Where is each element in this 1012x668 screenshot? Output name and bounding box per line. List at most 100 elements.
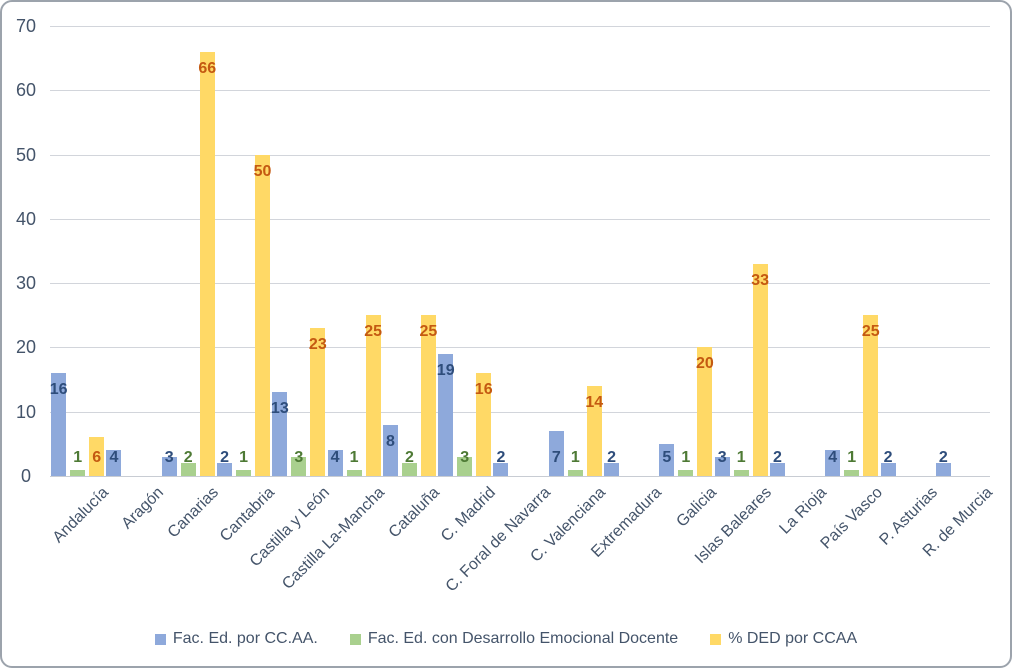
bar-slot: 1 [236,26,252,476]
bar-slot [144,26,159,476]
bar-data-label: 4 [109,449,119,466]
gridline [50,411,990,413]
bar-slot: 1 [733,26,749,476]
bar [310,328,326,476]
bar-data-label: 20 [695,355,714,373]
bar-group: 2 [769,26,824,476]
bar-slot: 1 [844,26,860,476]
y-axis-tick-label: 50 [15,144,37,165]
legend-label: % DED por CCAA [728,630,858,647]
bar-slot [642,26,657,476]
bar-data-label: 1 [239,449,248,466]
bar [89,437,105,476]
bar-data-label: 3 [294,449,304,466]
bar-slot: 1 [346,26,362,476]
gridline [50,347,990,349]
bar-group: 8 2 25 [382,26,437,476]
bar-slot: 33 [751,26,769,476]
bar-group: 5 1 20 [658,26,714,476]
legend-label: Fac. Ed. por CC.AA. [172,630,318,647]
bar-group: 4 1 25 [824,26,880,476]
bar-group: 16 1 6 [50,26,105,476]
bar-data-label: 23 [308,336,327,354]
x-axis-label: Cataluña [386,484,444,542]
bar-slot: 2 [180,26,196,476]
bar [678,469,694,476]
y-axis-tick-label: 20 [15,337,37,358]
bar-data-label: 14 [585,394,604,411]
bar [476,373,492,476]
bar [825,450,841,476]
bar [199,51,215,476]
legend-label: Fac. Ed. con Desarrollo Emocional Docent… [367,630,679,647]
bar [769,463,785,476]
bar-group: 2 [935,26,990,476]
bar-slot: 50 [254,26,271,476]
bar [327,450,343,476]
bar-slot [900,26,915,476]
y-axis-tick-label: 70 [15,16,37,36]
bar [236,469,252,476]
bar [401,463,417,476]
bar-group: 4 1 25 [326,26,382,476]
x-axis-label: La Rioja [776,484,831,538]
bar-slot [808,26,823,476]
bar-data-label: 2 [496,449,506,466]
bar-slot [512,26,527,476]
legend-swatch-icon [154,633,166,645]
bar [291,456,307,476]
bar [420,315,436,476]
bar-slot: 2 [769,26,785,476]
bar [106,450,122,476]
bar-slot: 66 [198,26,216,476]
bar-slot: 2 [935,26,951,476]
bar-slot: 5 [659,26,675,476]
bar-slot: 20 [695,26,714,476]
legend: Fac. Ed. por CC.AA. Fac. Ed. con Desarrol… [2,630,1010,648]
y-axis-tick-label: 60 [15,80,37,101]
x-axis-label: Castilla La-Mancha [279,484,389,593]
bar-slot [789,26,804,476]
bar [493,463,509,476]
bar [548,431,564,476]
bar [697,347,713,476]
bar-group: 4 [105,26,160,476]
x-axis-line [50,476,990,477]
x-axis-label: Galicia [673,484,720,531]
x-axis-label: C. Foral de Navarra [442,484,555,596]
bar-group: 3 1 33 [714,26,769,476]
x-axis-label: Aragón [118,484,167,533]
bar [586,386,602,476]
bar-data-label: 1 [681,449,691,466]
y-axis-tick-label: 30 [15,273,37,294]
bar-slot: 3 [291,26,307,476]
gridline [50,154,990,156]
bar-data-label: 3 [717,449,727,466]
bar-data-label: 2 [220,449,229,466]
bar-data-label: 2 [404,449,414,466]
bar-slot [125,26,140,476]
gridline [50,26,990,27]
bar-data-label: 3 [460,449,470,466]
bar-slot: 1 [70,26,86,476]
plot-area: 16 1 6 4 3 2 66 2 1 50 13 3 23 4 1 25 8 2 25 19 3 16 2 7 1 14 2 5 1 2… [50,26,990,477]
bar-slot: 14 [585,26,604,476]
bar-data-label: 1 [73,449,83,466]
bar [880,463,896,476]
bar [457,456,473,476]
bar-group: 13 3 23 [271,26,327,476]
y-axis-tick-label: 0 [20,466,31,486]
bar [438,353,454,476]
bar-data-label: 2 [183,449,193,466]
gridline [50,283,990,285]
bar-slot: 23 [308,26,327,476]
bar [217,463,233,476]
y-axis-tick-label: 10 [15,401,37,422]
bar-group: 2 [603,26,658,476]
bar-slot: 16 [49,26,68,476]
bar-data-label: 1 [349,449,359,466]
bar-data-label: 5 [662,449,672,466]
x-axis-label: Andalucía [49,484,112,547]
bar-data-label: 16 [49,381,68,399]
